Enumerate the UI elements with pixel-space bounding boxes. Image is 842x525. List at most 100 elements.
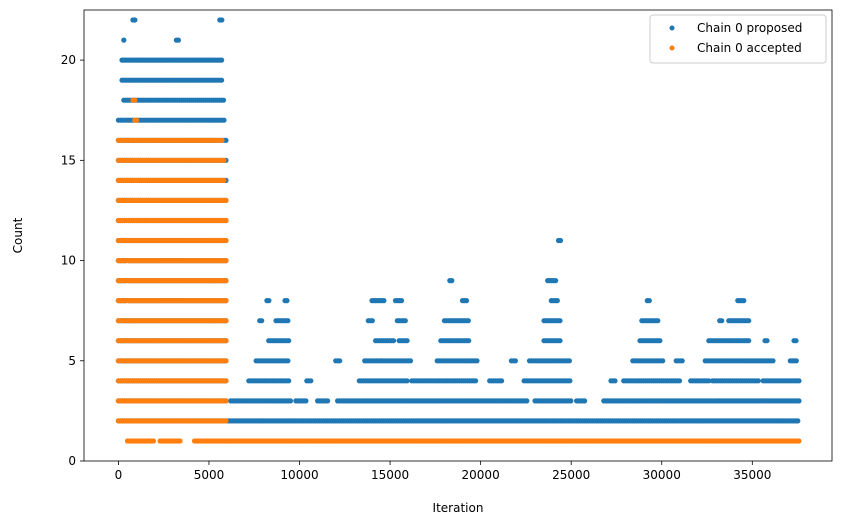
- point: [512, 358, 519, 364]
- point: [259, 318, 265, 324]
- point: [554, 298, 560, 304]
- y-tick-label: 20: [61, 53, 76, 67]
- point: [741, 298, 747, 304]
- point: [221, 177, 227, 183]
- point: [796, 398, 802, 404]
- point: [568, 398, 574, 404]
- point: [223, 358, 229, 364]
- point: [150, 438, 156, 444]
- point: [223, 298, 229, 304]
- point: [223, 258, 229, 264]
- x-tick-label: 10000: [280, 468, 318, 482]
- axes-layer: 0 5000 10000 15000 20000 25000 30000 35000 0 5 10 1…: [61, 9, 833, 482]
- point: [770, 358, 776, 364]
- point: [655, 318, 661, 324]
- point: [793, 338, 799, 344]
- point: [223, 398, 229, 404]
- x-tick-label: 5000: [194, 468, 225, 482]
- point: [223, 137, 229, 143]
- point: [223, 278, 229, 284]
- point: [223, 237, 229, 244]
- series-layer: [115, 17, 802, 444]
- point: [220, 97, 227, 103]
- point: [793, 358, 799, 364]
- point: [646, 298, 652, 304]
- legend-marker-accepted: [669, 45, 675, 51]
- point: [219, 57, 225, 63]
- point: [286, 378, 292, 384]
- point: [463, 298, 470, 304]
- point: [325, 398, 331, 404]
- x-tick-label: 15000: [371, 468, 409, 482]
- point: [266, 298, 272, 304]
- point: [746, 318, 752, 324]
- legend-label-accepted: Chain 0 accepted: [697, 41, 802, 55]
- x-axis-label: Iteration: [433, 501, 484, 515]
- y-tick-label: 5: [68, 354, 76, 368]
- x-tick-label: 30000: [643, 468, 681, 482]
- point: [223, 197, 229, 203]
- point: [219, 77, 225, 83]
- axes-frame: [83, 9, 833, 462]
- point: [369, 318, 375, 324]
- point: [557, 318, 563, 324]
- point: [337, 358, 343, 364]
- y-tick-label: 10: [61, 254, 76, 268]
- point: [223, 338, 229, 344]
- point: [755, 378, 761, 384]
- point: [390, 338, 397, 344]
- point: [221, 157, 227, 163]
- point: [567, 378, 573, 384]
- point: [796, 438, 802, 444]
- point: [404, 338, 410, 344]
- x-tick-label: 20000: [462, 468, 500, 482]
- point: [284, 298, 290, 304]
- point: [407, 358, 414, 364]
- point: [177, 438, 183, 444]
- y-tick-label: 15: [61, 153, 76, 167]
- point: [612, 378, 618, 384]
- point: [473, 378, 479, 384]
- point: [557, 338, 563, 344]
- legend-label-proposed: Chain 0 proposed: [697, 21, 802, 35]
- point: [219, 137, 225, 143]
- series-1: [115, 97, 802, 444]
- point: [398, 298, 405, 304]
- point: [449, 278, 455, 284]
- x-tick-label: 35000: [733, 468, 771, 482]
- point: [287, 398, 294, 404]
- point: [132, 97, 138, 103]
- point: [286, 338, 292, 344]
- y-axis-label: Count: [11, 217, 25, 253]
- point: [308, 378, 314, 384]
- point: [553, 278, 559, 284]
- point: [221, 117, 227, 123]
- point: [404, 378, 410, 384]
- point: [679, 358, 685, 364]
- y-tick-label: 0: [68, 454, 76, 468]
- point: [796, 378, 802, 384]
- point: [465, 318, 471, 324]
- point: [223, 318, 229, 324]
- legend-marker-proposed: [669, 25, 675, 31]
- point: [381, 298, 387, 304]
- point: [132, 17, 138, 23]
- point: [223, 378, 229, 384]
- legend-box: [649, 14, 827, 64]
- point: [285, 318, 291, 324]
- point: [524, 398, 530, 404]
- x-tick-label: 25000: [552, 468, 590, 482]
- point: [557, 237, 564, 244]
- point: [719, 318, 725, 324]
- point: [582, 398, 588, 404]
- x-tick-label: 0: [115, 468, 123, 482]
- point: [499, 378, 505, 384]
- point: [219, 17, 225, 23]
- point: [175, 37, 181, 43]
- point: [223, 217, 229, 224]
- point: [746, 338, 752, 344]
- point: [134, 117, 140, 123]
- point: [466, 338, 472, 344]
- point: [285, 358, 291, 364]
